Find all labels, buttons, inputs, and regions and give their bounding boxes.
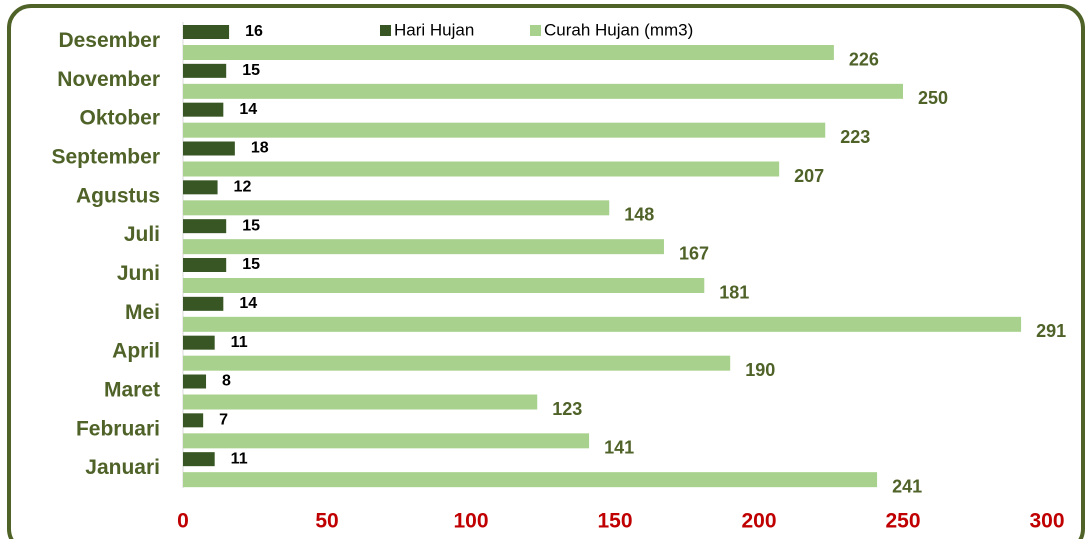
bar (183, 452, 215, 467)
x-tick-label: 50 (315, 510, 338, 533)
value-label: 11 (231, 334, 248, 351)
value-label: 16 (245, 23, 263, 40)
value-label: 18 (251, 140, 269, 157)
bar (183, 355, 731, 371)
value-label: 207 (794, 166, 824, 186)
category-label: Desember (58, 29, 160, 52)
bar (183, 374, 207, 389)
category-label: Maret (104, 378, 160, 401)
x-tick-label: 0 (177, 510, 189, 533)
category-label: Juli (124, 223, 160, 246)
category-label: Januari (85, 456, 160, 479)
bar (183, 63, 227, 78)
bar (183, 239, 664, 255)
category-label: November (57, 68, 160, 91)
value-label: 14 (239, 101, 257, 118)
value-label: 11 (231, 450, 248, 467)
category-label: April (112, 340, 160, 363)
category-label: Oktober (79, 107, 160, 130)
value-label: 15 (242, 217, 260, 234)
legend-label: Curah Hujan (mm3) (544, 20, 693, 39)
bar (183, 161, 780, 177)
value-label: 291 (1036, 321, 1066, 341)
bar (183, 413, 204, 428)
value-label: 14 (239, 295, 257, 312)
value-label: 12 (234, 179, 252, 196)
value-label: 250 (918, 88, 948, 108)
value-label: 190 (745, 360, 775, 380)
value-label: 223 (840, 127, 870, 147)
bar (183, 316, 1022, 332)
category-label: Juni (117, 262, 160, 285)
x-tick-label: 200 (741, 510, 776, 533)
bar (183, 258, 227, 272)
bar (183, 122, 826, 138)
legend-swatch (380, 25, 391, 36)
bar (183, 394, 538, 410)
category-label: September (51, 145, 160, 168)
bar (183, 45, 834, 60)
value-label: 8 (222, 373, 231, 390)
bar (183, 180, 218, 195)
value-label: 141 (604, 438, 634, 458)
category-label: Agustus (76, 184, 160, 207)
value-label: 181 (719, 282, 749, 302)
category-label: Februari (76, 417, 160, 440)
bar (183, 141, 235, 156)
value-label: 167 (679, 243, 709, 263)
bar (183, 296, 224, 311)
chart-frame (7, 4, 1085, 539)
value-label: 241 (892, 476, 922, 496)
bar (183, 219, 227, 234)
x-tick-label: 250 (885, 510, 920, 533)
bar (183, 83, 903, 99)
x-tick-label: 150 (597, 510, 632, 533)
legend-label: Hari Hujan (394, 20, 474, 39)
bar (183, 200, 610, 216)
value-label: 15 (242, 256, 260, 273)
legend-swatch (530, 25, 541, 36)
value-label: 123 (552, 399, 582, 419)
value-label: 15 (242, 62, 260, 79)
category-label: Mei (125, 301, 160, 324)
x-tick-label: 300 (1029, 510, 1064, 533)
x-tick-label: 100 (453, 510, 488, 533)
bar (183, 472, 878, 488)
bar (183, 433, 590, 449)
bar (183, 25, 230, 39)
value-label: 148 (624, 205, 654, 225)
bar (183, 278, 705, 293)
value-label: 7 (219, 412, 228, 429)
bar (183, 335, 215, 350)
bar (183, 102, 224, 117)
value-label: 226 (849, 49, 879, 69)
